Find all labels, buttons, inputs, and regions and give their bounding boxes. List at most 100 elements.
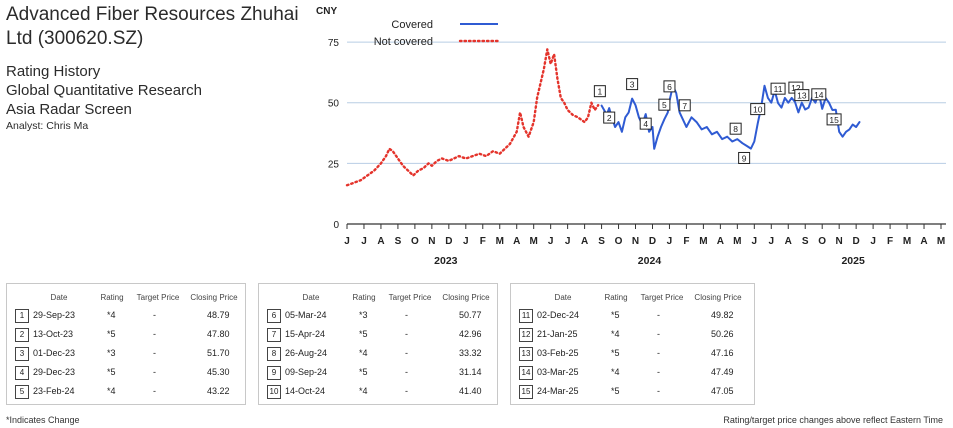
table-row: 6 05-Mar-24 *3 - 50.77 bbox=[259, 307, 497, 325]
x-tick-label: A bbox=[581, 236, 588, 247]
header-close: Closing Price bbox=[442, 293, 490, 302]
header-rating: Rating bbox=[352, 293, 376, 302]
x-tick-label: O bbox=[818, 236, 826, 247]
header-date: Date bbox=[302, 293, 320, 302]
cell-target: - bbox=[153, 367, 156, 377]
header-rating: Rating bbox=[100, 293, 124, 302]
x-tick-label: A bbox=[920, 236, 927, 247]
x-tick-label: N bbox=[632, 236, 639, 247]
annotation-label: 5 bbox=[662, 100, 667, 110]
cell-rating: *4 bbox=[107, 386, 116, 396]
x-tick-label: S bbox=[395, 236, 402, 247]
cell-date: 03-Mar-25 bbox=[537, 367, 579, 377]
x-tick-label: J bbox=[667, 236, 673, 247]
subtitle-radar-screen: Asia Radar Screen bbox=[6, 101, 132, 118]
y-tick-label: 50 bbox=[328, 99, 340, 110]
cell-close: 47.80 bbox=[207, 329, 230, 339]
cell-date: 21-Jan-25 bbox=[537, 329, 578, 339]
cell-target: - bbox=[657, 329, 660, 339]
x-tick-label: A bbox=[377, 236, 384, 247]
annotation-label: 10 bbox=[753, 105, 763, 115]
cell-close: 47.49 bbox=[711, 367, 734, 377]
cell-rating: *5 bbox=[611, 310, 620, 320]
annotation-box bbox=[826, 113, 842, 126]
cell-num: 4 bbox=[15, 366, 29, 380]
x-tick-label: A bbox=[717, 236, 724, 247]
annotation-box bbox=[663, 80, 676, 93]
cell-close: 50.77 bbox=[459, 310, 482, 320]
cell-close: 31.14 bbox=[459, 367, 482, 377]
cell-rating: *4 bbox=[611, 329, 620, 339]
table-row: 2 13-Oct-23 *5 - 47.80 bbox=[7, 326, 245, 344]
x-tick-label: S bbox=[802, 236, 809, 247]
header-target: Target Price bbox=[136, 293, 180, 302]
cell-rating: *4 bbox=[359, 348, 368, 358]
header-close: Closing Price bbox=[694, 293, 742, 302]
x-tick-label: M bbox=[496, 236, 504, 247]
cell-num: 14 bbox=[519, 366, 533, 380]
footer-note-left: *Indicates Change bbox=[6, 415, 80, 425]
cell-close: 48.79 bbox=[207, 310, 230, 320]
cell-num: 5 bbox=[15, 385, 29, 399]
subtitle-rating-history: Rating History bbox=[6, 63, 101, 80]
cell-rating: *5 bbox=[359, 329, 368, 339]
subtitle-global-research: Global Quantitative Research bbox=[6, 82, 202, 99]
cell-close: 42.96 bbox=[459, 329, 482, 339]
annotation-box bbox=[639, 117, 652, 130]
annotation-label: 12 bbox=[791, 83, 801, 93]
header-target: Target Price bbox=[640, 293, 684, 302]
cell-rating: *4 bbox=[359, 386, 368, 396]
annotation-box bbox=[770, 82, 786, 95]
table-row: 7 15-Apr-24 *5 - 42.96 bbox=[259, 326, 497, 344]
cell-target: - bbox=[153, 329, 156, 339]
cell-date: 02-Dec-24 bbox=[537, 310, 580, 320]
cell-target: - bbox=[657, 367, 660, 377]
x-tick-label: J bbox=[870, 236, 876, 247]
cell-num: 3 bbox=[15, 347, 29, 361]
x-tick-label: J bbox=[769, 236, 775, 247]
table-row: 3 01-Dec-23 *3 - 51.70 bbox=[7, 345, 245, 363]
cell-date: 01-Dec-23 bbox=[33, 348, 76, 358]
cell-num: 15 bbox=[519, 385, 533, 399]
footer-note-right: Rating/target price changes above reflec… bbox=[723, 415, 943, 425]
cell-date: 13-Oct-23 bbox=[33, 329, 74, 339]
x-tick-label: M bbox=[530, 236, 538, 247]
x-tick-label: N bbox=[836, 236, 843, 247]
annotation-box bbox=[678, 99, 691, 112]
cell-target: - bbox=[657, 348, 660, 358]
y-axis-label: CNY bbox=[316, 6, 337, 17]
x-tick-label: M bbox=[903, 236, 911, 247]
x-tick-label: M bbox=[937, 236, 945, 247]
table-row: 14 03-Mar-25 *4 - 47.49 bbox=[511, 364, 754, 382]
analyst-name: Analyst: Chris Ma bbox=[6, 120, 89, 132]
cell-date: 24-Mar-25 bbox=[537, 386, 579, 396]
annotation-label: 6 bbox=[667, 82, 672, 92]
cell-target: - bbox=[153, 348, 156, 358]
cell-rating: *3 bbox=[359, 310, 368, 320]
table-row: 10 14-Oct-24 *4 - 41.40 bbox=[259, 383, 497, 401]
cell-close: 41.40 bbox=[459, 386, 482, 396]
year-label: 2023 bbox=[434, 255, 458, 267]
cell-rating: *5 bbox=[611, 348, 620, 358]
x-tick-label: F bbox=[480, 236, 486, 247]
annotation-box bbox=[729, 122, 742, 135]
cell-rating: *5 bbox=[107, 329, 116, 339]
cell-rating: *3 bbox=[107, 348, 116, 358]
cell-close: 47.16 bbox=[711, 348, 734, 358]
annotation-label: 15 bbox=[829, 115, 839, 125]
x-tick-label: A bbox=[513, 236, 520, 247]
x-tick-label: M bbox=[699, 236, 707, 247]
table-row: 12 21-Jan-25 *4 - 50.26 bbox=[511, 326, 754, 344]
cell-rating: *5 bbox=[611, 386, 620, 396]
cell-rating: *5 bbox=[107, 367, 116, 377]
year-label: 2025 bbox=[841, 255, 865, 267]
cell-num: 13 bbox=[519, 347, 533, 361]
annotation-box bbox=[738, 151, 751, 164]
annotation-box bbox=[626, 78, 639, 91]
legend-label-not-covered: Not covered bbox=[374, 36, 433, 48]
annotation-label: 9 bbox=[742, 153, 747, 163]
table-row: 9 09-Sep-24 *5 - 31.14 bbox=[259, 364, 497, 382]
header-rating: Rating bbox=[604, 293, 628, 302]
cell-date: 15-Apr-24 bbox=[285, 329, 326, 339]
cell-target: - bbox=[153, 310, 156, 320]
